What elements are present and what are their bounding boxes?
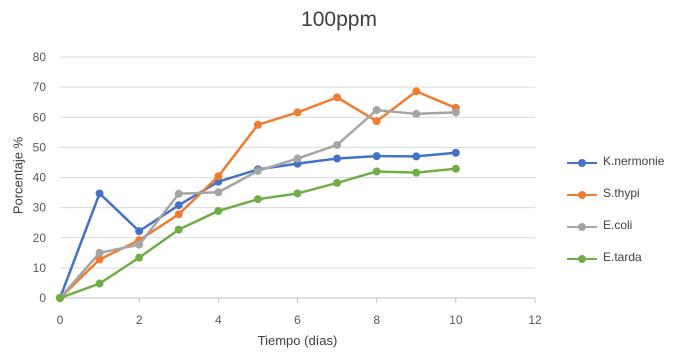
data-point [333,178,342,187]
data-point [412,168,421,177]
data-point [174,201,183,210]
data-point [451,108,460,117]
data-point [135,240,144,249]
data-point [372,117,381,126]
data-point [412,152,421,161]
data-point [56,294,64,302]
data-point [174,210,183,219]
data-point [95,248,104,257]
data-point [214,188,223,197]
legend-swatch [567,190,597,200]
data-point [95,255,104,264]
y-axis-label: Porcentaje % [10,136,26,215]
data-point [253,120,262,129]
x-axis-label: Tiempo (días) [257,333,338,348]
y-tick-label: 40 [33,171,47,185]
data-point [293,154,302,163]
data-point [451,164,460,173]
data-point [135,253,144,262]
x-tick-label: 2 [136,313,143,327]
data-point [293,189,302,198]
series-line [59,167,456,300]
data-point [333,93,342,102]
data-point [174,189,183,198]
data-point [253,166,262,175]
x-tick-label: 0 [57,313,64,327]
data-point [412,109,421,118]
series-s-thypi [56,87,460,302]
y-tick-label: 20 [33,231,47,245]
legend-swatch [567,158,597,168]
data-point [451,148,460,157]
legend-label: S.thypi [603,186,640,200]
y-tick-label: 70 [33,80,47,94]
y-tick-label: 0 [39,291,46,305]
x-tick-label: 12 [528,313,542,327]
data-point [293,108,302,117]
legend-swatch [567,254,597,264]
y-tick-label: 50 [33,140,47,154]
y-tick-label: 30 [33,201,47,215]
data-point [333,140,342,149]
y-tick-label: 80 [33,50,47,64]
chart-title: 100ppm [301,8,377,31]
gridlines [60,56,535,269]
series-group [56,87,460,302]
data-point [95,279,104,288]
x-tick-label: 10 [449,313,463,327]
y-tick-label: 60 [33,110,47,124]
x-tick-label: 8 [373,313,380,327]
data-point [372,167,381,176]
legend-swatch [567,222,597,232]
data-point [412,87,421,96]
data-point [135,227,144,236]
legend-label: K.nermonie [603,154,665,168]
data-point [253,195,262,204]
x-tick-label: 4 [215,313,222,327]
data-point [174,225,183,234]
legend-label: E.tarda [603,250,642,264]
data-point [372,106,381,115]
tick-labels: 0 10 20 30 40 50 60 70 80 0 2 4 6 8 10 12 [33,50,542,327]
axes [59,297,536,303]
data-point [214,172,223,181]
data-point [95,189,104,198]
data-point [372,152,381,161]
x-tick-label: 6 [294,313,301,327]
series-e-tarda [56,164,460,302]
y-tick-label: 10 [33,261,47,275]
data-point [214,206,223,215]
legend-label: E.coli [603,218,633,232]
data-point [333,154,342,163]
